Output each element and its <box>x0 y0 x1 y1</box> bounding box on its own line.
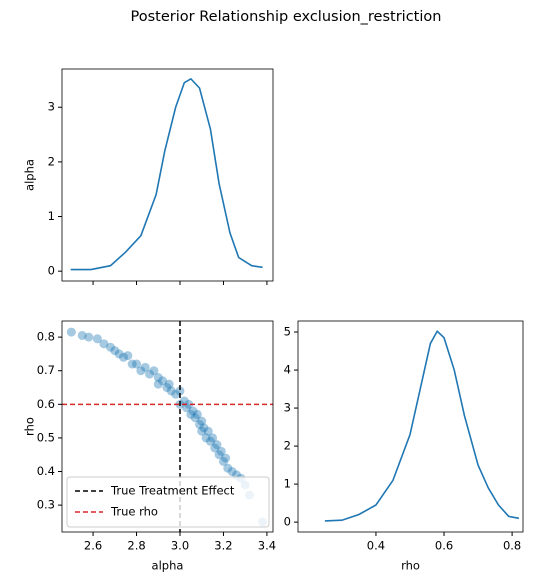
scatter-point <box>208 433 218 443</box>
scatter-point <box>127 359 137 369</box>
scatter-point <box>188 406 198 416</box>
scatter-point <box>153 379 163 389</box>
y-tick-label: 0 <box>284 515 291 529</box>
x-tick-label: 0.6 <box>435 539 453 553</box>
y-tick-label: 2 <box>284 439 291 453</box>
axes-frame <box>61 68 274 282</box>
y-tick-label: 3 <box>284 401 291 415</box>
legend-label: True Treatment Effect <box>110 484 235 498</box>
scatter-point <box>92 334 102 344</box>
scatter-point <box>77 330 87 340</box>
scatter-point <box>166 386 176 396</box>
scatter-point <box>192 409 202 419</box>
axes-frame <box>297 320 524 533</box>
y-tick-label: 2 <box>48 154 55 168</box>
scatter-point <box>201 433 211 443</box>
scatter-point <box>153 372 163 382</box>
y-tick-label: 4 <box>284 363 291 377</box>
y-axis-label: alpha <box>23 159 37 191</box>
scatter-point <box>205 436 215 446</box>
scatter-point <box>223 463 233 473</box>
scatter-point <box>179 396 189 406</box>
scatter-point <box>186 409 196 419</box>
scatter-point <box>175 386 185 396</box>
scatter-point <box>171 389 181 399</box>
scatter-point <box>197 416 207 426</box>
scatter-point <box>197 426 207 436</box>
y-tick-label: 1 <box>284 477 291 491</box>
scatter-point <box>114 349 124 359</box>
y-tick-label: 3 <box>48 100 55 114</box>
scatter-point <box>132 359 142 369</box>
x-tick-label: 0.8 <box>503 539 521 553</box>
x-tick-label: 3.4 <box>258 539 276 553</box>
x-tick-label: 0.4 <box>367 539 385 553</box>
y-axis-label: rho <box>23 417 37 436</box>
scatter-point <box>158 376 168 386</box>
scatter-point <box>123 351 133 361</box>
figure-title: Posterior Relationship exclusion_restric… <box>131 9 442 25</box>
scatter-point <box>184 399 194 409</box>
scatter-point <box>190 413 200 423</box>
scatter-point <box>136 366 146 376</box>
scatter-point <box>218 456 228 466</box>
scatter-point <box>203 426 213 436</box>
y-tick-label: 0.5 <box>37 430 55 444</box>
x-tick-label: 3.0 <box>171 539 189 553</box>
scatter-point <box>66 327 76 337</box>
scatter-point <box>105 342 115 352</box>
legend-box <box>66 476 270 528</box>
scatter-point <box>99 339 109 349</box>
scatter-point <box>199 423 209 433</box>
axes-frame <box>61 320 274 533</box>
x-axis-label: alpha <box>152 559 184 573</box>
scatter-point <box>110 346 120 356</box>
legend-label: True rho <box>110 505 158 519</box>
kde-line <box>324 329 520 522</box>
scatter-point <box>195 419 205 429</box>
y-tick-label: 1 <box>48 209 55 223</box>
y-tick-label: 0.6 <box>37 397 55 411</box>
scatter-point <box>118 352 128 362</box>
scatter-point <box>214 450 224 460</box>
y-tick-label: 5 <box>284 325 291 339</box>
scatter-point <box>84 332 94 342</box>
y-tick-label: 0 <box>48 264 55 278</box>
scatter-point <box>145 369 155 379</box>
x-axis-label: rho <box>401 559 420 573</box>
scatter-point <box>212 440 222 450</box>
kde-line <box>70 77 263 271</box>
x-tick-label: 3.2 <box>214 539 232 553</box>
scatter-point <box>140 362 150 372</box>
scatter-point <box>149 366 159 376</box>
scatter-point <box>182 403 192 413</box>
scatter-point <box>210 443 220 453</box>
x-tick-label: 2.6 <box>84 539 102 553</box>
scatter-point <box>162 383 172 393</box>
y-tick-label: 0.7 <box>37 363 55 377</box>
scatter-point <box>164 379 174 389</box>
scatter-point <box>216 446 226 456</box>
scatter-point <box>221 453 231 463</box>
y-tick-label: 0.3 <box>37 498 55 512</box>
scatter-point <box>227 467 237 477</box>
y-tick-label: 0.4 <box>37 464 55 478</box>
y-tick-label: 0.8 <box>37 330 55 344</box>
x-tick-label: 2.8 <box>127 539 145 553</box>
